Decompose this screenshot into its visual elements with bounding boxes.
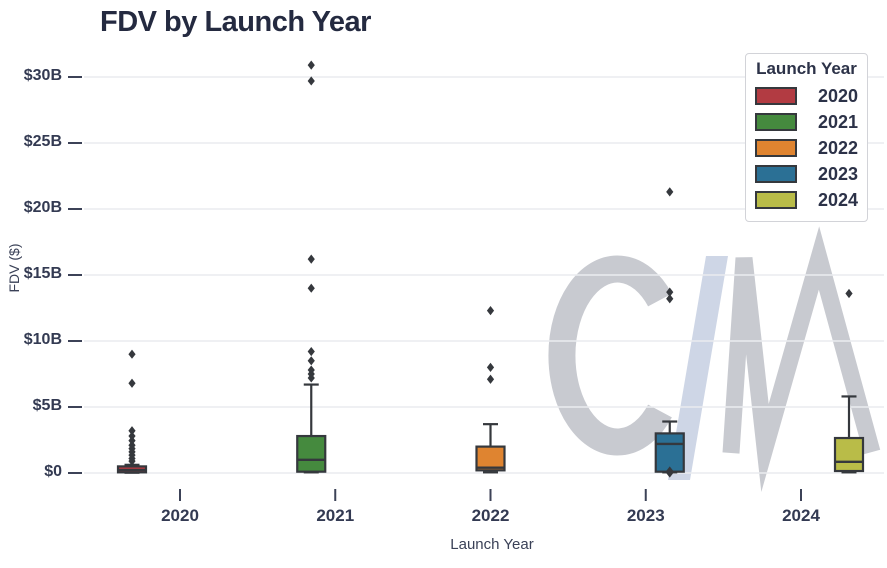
legend-entry: 2020 [755,83,858,109]
legend-color-swatch [755,139,797,157]
legend-entry: 2024 [755,187,858,213]
legend-entry: 2021 [755,109,858,135]
legend-color-swatch [755,165,797,183]
legend-color-swatch [755,113,797,131]
legend-entries: 2020 2021 2022 2023 2024 [755,83,858,213]
y-tick-label: $30B [23,67,62,84]
legend-entry-label: 2022 [817,137,858,158]
x-tick-label: 2021 [316,506,355,525]
legend-entry-label: 2023 [817,163,858,184]
y-tick-label: $10B [23,331,62,348]
legend: Launch Year 2020 2021 2022 2023 2024 [745,53,868,222]
legend-color-swatch [755,87,797,105]
box-2023 [654,187,685,478]
x-tick-label: 2024 [782,506,820,525]
y-axis-title: FDV ($) [6,243,22,293]
x-tick-label: 2020 [161,506,199,525]
legend-entry: 2023 [755,161,858,187]
legend-entry: 2022 [755,135,858,161]
y-tick-label: $25B [23,133,62,150]
box-2020 [116,349,148,474]
legend-title: Launch Year [756,59,857,78]
x-axis-title: Launch Year [450,536,534,553]
legend-entry-label: 2021 [817,111,858,132]
legend-entry-label: 2024 [817,189,858,210]
box-2021 [296,60,327,474]
cm-logo-watermark-icon [548,226,881,493]
box-2024 [833,288,865,474]
axis-ticks [68,76,802,501]
legend-entry-label: 2020 [817,85,858,106]
y-tick-label: $5B [32,397,62,414]
y-tick-label: $0 [44,463,62,480]
legend-color-swatch [755,191,797,209]
y-tick-label: $15B [23,265,62,282]
x-tick-label: 2022 [471,506,510,525]
x-tick-label: 2023 [626,506,665,525]
boxplots [116,60,865,478]
box-2022 [475,306,506,474]
y-tick-label: $20B [23,199,62,216]
chart-title: FDV by Launch Year [100,6,371,38]
